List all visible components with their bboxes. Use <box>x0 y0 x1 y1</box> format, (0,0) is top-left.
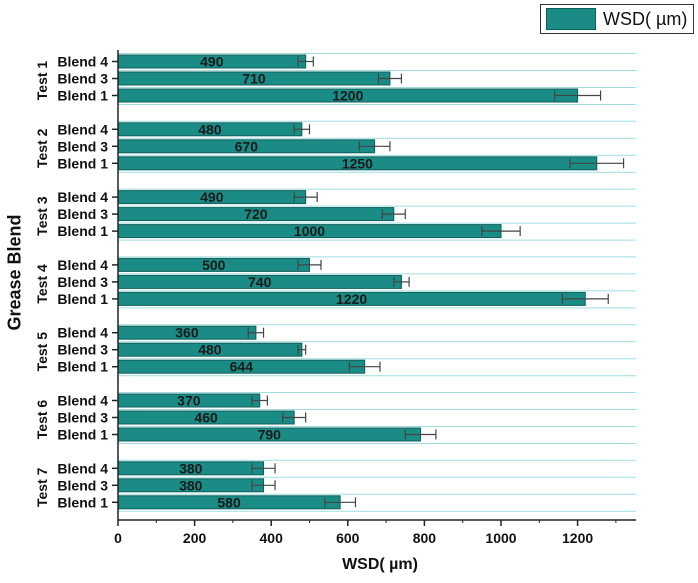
bar-category-label: Blend 1 <box>57 494 108 510</box>
data-label: 380 <box>179 477 203 493</box>
data-label: 460 <box>194 410 218 426</box>
bar-category-label: Blend 4 <box>57 393 108 409</box>
grid-lines <box>118 53 636 512</box>
x-tick-label: 1200 <box>562 530 593 546</box>
bar-category-label: Blend 4 <box>57 460 108 476</box>
x-tick-label: 800 <box>413 530 437 546</box>
bar-category-label: Blend 3 <box>57 274 108 290</box>
x-tick-label: 600 <box>336 530 360 546</box>
bar-category-label: Blend 1 <box>57 291 108 307</box>
data-label: 1220 <box>336 291 367 307</box>
bars: 490 710 1200 480 670 1250 490 720 1000 500 740 1220… <box>117 54 625 510</box>
bar-category-label: Blend 3 <box>57 206 108 222</box>
group-label: Test 5 <box>34 332 50 372</box>
data-label: 670 <box>235 138 259 154</box>
data-label: 490 <box>200 189 224 205</box>
bar-category-label: Blend 3 <box>57 342 108 358</box>
data-label: 1000 <box>294 223 325 239</box>
x-tick-label: 400 <box>260 530 284 546</box>
y-axis-title: Grease Blend <box>4 214 25 331</box>
bar-category-label: Blend 4 <box>57 257 108 273</box>
data-label: 720 <box>244 206 268 222</box>
bar-category-label: Blend 1 <box>57 155 108 171</box>
group-label: Test 4 <box>34 264 50 304</box>
x-tick-label: 1000 <box>485 530 516 546</box>
bar-category-label: Blend 1 <box>57 427 108 443</box>
bar-category-label: Blend 3 <box>57 477 108 493</box>
group-label: Test 3 <box>34 196 50 236</box>
bar-category-label: Blend 1 <box>57 359 108 375</box>
bar-category-label: Blend 3 <box>57 410 108 426</box>
data-label: 480 <box>198 121 222 137</box>
bar-category-label: Blend 4 <box>57 189 108 205</box>
bar-category-label: Blend 4 <box>57 121 108 137</box>
bar-category-label: Blend 1 <box>57 88 108 104</box>
data-label: 580 <box>217 494 241 510</box>
data-label: 740 <box>248 274 272 290</box>
data-label: 500 <box>202 257 226 273</box>
data-label: 360 <box>175 325 199 341</box>
group-label: Test 1 <box>34 61 50 101</box>
x-tick-label: 200 <box>183 530 207 546</box>
data-label: 1250 <box>342 155 373 171</box>
bar-category-label: Blend 1 <box>57 223 108 239</box>
data-label: 370 <box>177 393 201 409</box>
bar-category-label: Blend 4 <box>57 54 108 70</box>
legend-label: WSD( µm) <box>603 9 688 29</box>
x-axis-title: WSD( µm) <box>342 556 418 573</box>
group-label: Test 2 <box>34 128 50 168</box>
bar-category-label: Blend 3 <box>57 138 108 154</box>
data-label: 710 <box>242 71 266 87</box>
axes: 0 200 400 600 800 1000 1200 <box>112 50 636 546</box>
bar-category-label: Blend 3 <box>57 71 108 87</box>
data-label: 644 <box>230 359 254 375</box>
x-tick-label: 0 <box>114 530 122 546</box>
data-label: 490 <box>200 54 224 70</box>
data-label: 480 <box>198 342 222 358</box>
data-label: 380 <box>179 460 203 476</box>
group-label: Test 7 <box>34 467 50 507</box>
legend-swatch <box>546 8 596 30</box>
data-label: 1200 <box>332 88 363 104</box>
data-label: 790 <box>258 427 282 443</box>
legend: WSD( µm) <box>540 4 694 34</box>
group-label: Test 6 <box>34 400 50 440</box>
bar-category-label: Blend 4 <box>57 325 108 341</box>
